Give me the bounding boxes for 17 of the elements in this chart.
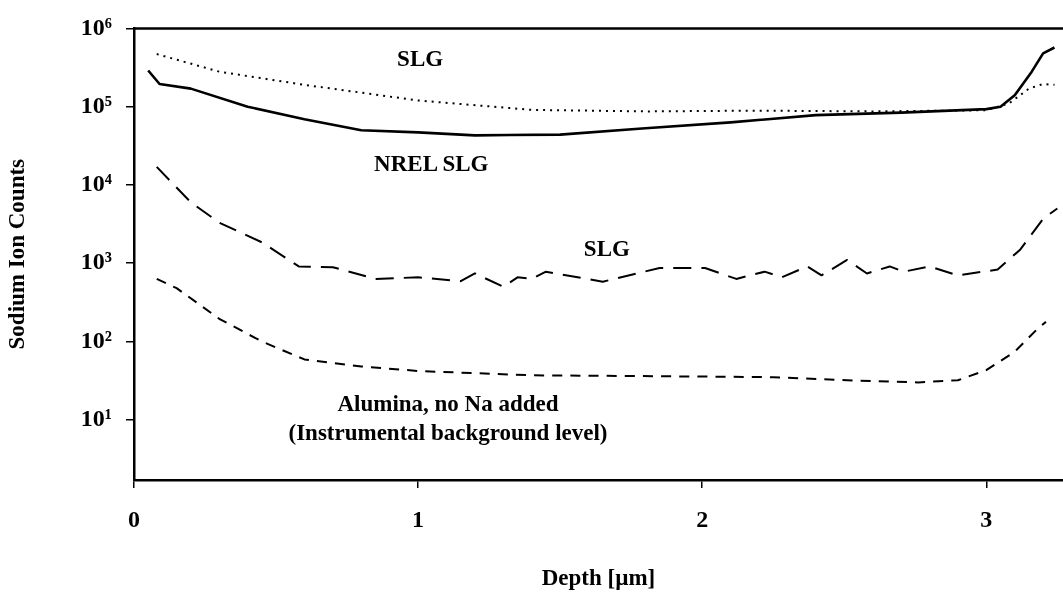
line-series [155, 277, 1047, 384]
series-label: SLG [397, 45, 444, 71]
y-tick-label: 10⁴ [80, 170, 112, 197]
y-tick-label: 10¹ [80, 404, 112, 431]
x-tick-label: 1 [412, 505, 425, 532]
series-label: NREL SLG [374, 151, 489, 177]
y-tick-label: 10⁶ [80, 13, 112, 40]
y-tick-label: 10² [80, 326, 112, 353]
y-tick-label: 10⁵ [80, 91, 112, 118]
x-tick-label: 0 [128, 505, 140, 532]
series-label: Alumina, no Na added (Instrumental background level) [288, 390, 608, 445]
x-axis-title: Depth [µm] [541, 565, 656, 591]
x-tick-label: 3 [980, 505, 993, 532]
y-axis-title: Sodium Ion Counts [3, 158, 29, 350]
x-tick-label: 2 [696, 505, 709, 532]
series-label: SLG [583, 235, 630, 261]
y-tick-label: 10³ [80, 248, 112, 275]
